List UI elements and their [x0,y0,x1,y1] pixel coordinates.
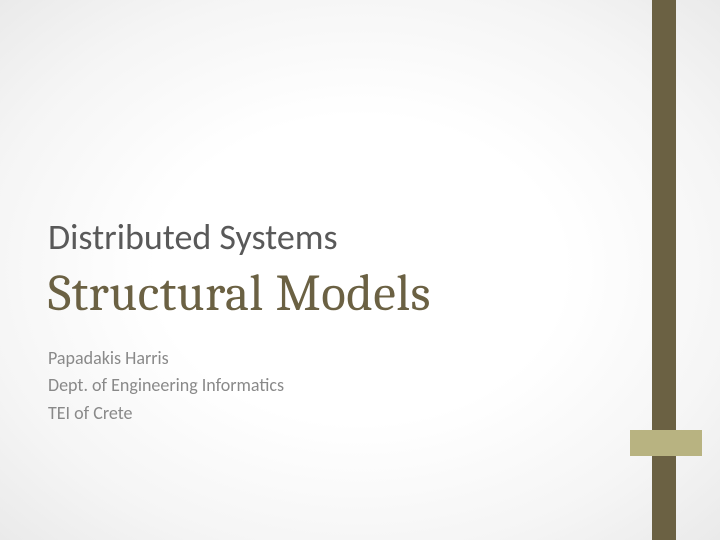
content-block: Distributed Systems Structural Models Pa… [48,218,608,428]
author-institution: TEI of Crete [48,400,608,428]
slide-subtitle: Distributed Systems [48,218,608,258]
author-name: Papadakis Harris [48,345,608,373]
author-department: Dept. of Engineering Informatics [48,372,608,400]
author-block: Papadakis Harris Dept. of Engineering In… [48,345,608,429]
title-slide: Distributed Systems Structural Models Pa… [0,0,720,540]
slide-title: Structural Models [48,264,608,323]
accent-block [630,430,702,456]
vertical-accent-bar [652,0,676,540]
